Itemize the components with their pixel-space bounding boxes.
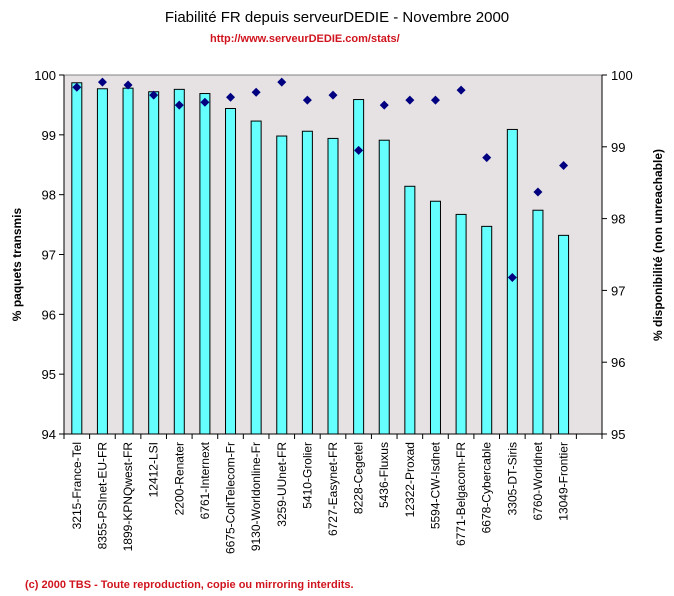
bar-1899-KPNQwest-FR (122, 87, 134, 435)
marker-12412-LSI (149, 90, 159, 100)
bar-5594-CW-Isdnet (429, 200, 441, 435)
marker-6678-Cybercable (482, 153, 492, 163)
marker-series (72, 77, 569, 282)
y2-tick-label: 99 (611, 140, 625, 155)
marker-5410-Grolier (302, 95, 312, 105)
marker-6727-Easynet-FR (328, 90, 338, 100)
bar-3259-UUnet-FR (276, 135, 288, 435)
marker-1899-KPNQwest-FR (123, 80, 133, 90)
marker-8228-Cegetel (354, 145, 364, 155)
marker-6761-Internext (200, 97, 210, 107)
marker-3259-UUnet-FR (277, 77, 287, 87)
axes (59, 74, 607, 439)
x-tick-label: 2200-Renater (172, 442, 186, 515)
bar-12322-Proxad (404, 185, 416, 435)
x-tick-label: 6771-Belgacom-FR (454, 442, 468, 546)
marker-5436-Fluxus (379, 100, 389, 110)
copyright-footer: (c) 2000 TBS - Toute reproduction, copie… (25, 579, 354, 591)
labels: 94 95 96 97 98 99 100 95 96 97 98 99 100 3215-France-… (34, 68, 632, 554)
y-tick-label: 94 (42, 427, 56, 442)
x-tick-label: 3215-France-Tel (70, 442, 84, 529)
bar-6727-Easynet-FR (327, 137, 339, 435)
y2-tick-label: 98 (611, 212, 625, 227)
y2-axis-title: % disponibilité (non unreachable) (651, 149, 665, 341)
y-tick-label: 99 (42, 128, 56, 143)
x-tick-label: 6675-ColtTelecom-Fr (224, 442, 238, 554)
x-tick-label: 13049-Frontier (557, 442, 571, 521)
chart-subtitle-link[interactable]: http://www.serveurDEDIE.com/stats/ (210, 33, 400, 45)
x-tick-label: 3305-DT-Siris (505, 442, 519, 515)
marker-6760-Worldnet (533, 187, 543, 197)
x-tick-label: 12322-Proxad (403, 442, 417, 517)
x-tick-label: 6727-Easynet-FR (326, 442, 340, 536)
y2-tick-label: 96 (611, 355, 625, 370)
marker-2200-Renater (174, 100, 184, 110)
bar-5410-Grolier (301, 130, 313, 435)
x-tick-label: 5436-Fluxus (377, 442, 391, 508)
y-axis-title: % paquets transmis (10, 207, 24, 321)
bar-6761-Internext (199, 93, 211, 435)
bar-6678-Cybercable (481, 225, 493, 435)
x-tick-label: 6678-Cybercable (480, 442, 494, 534)
chart-title: Fiabilité FR depuis serveurDEDIE - Novem… (164, 9, 510, 26)
bar-3215-France-Tel (71, 82, 83, 435)
bar-2200-Renater (173, 88, 185, 435)
x-tick-label: 8228-Cegetel (352, 442, 366, 514)
x-tick-label: 12412-LSI (147, 442, 161, 497)
marker-3215-France-Tel (72, 82, 82, 92)
marker-6675-ColtTelecom-Fr (226, 92, 236, 102)
x-tick-label: 5594-CW-Isdnet (428, 441, 442, 529)
x-tick-label: 6761-Internext (198, 441, 212, 519)
bar-13049-Frontier (558, 234, 570, 435)
marker-12322-Proxad (405, 95, 415, 105)
marker-13049-Frontier (559, 160, 569, 170)
bar-12412-LSI (148, 91, 160, 435)
y2-tick-label: 95 (611, 427, 625, 442)
x-tick-label: 3259-UUnet-FR (275, 442, 289, 527)
y-tick-label: 95 (42, 367, 56, 382)
x-tick-label: 1899-KPNQwest-FR (121, 442, 135, 552)
x-tick-label: 9130-Worldonline-Fr (249, 442, 263, 551)
y-tick-label: 98 (42, 188, 56, 203)
y2-tick-label: 100 (611, 68, 633, 83)
marker-3305-DT-Siris (507, 272, 517, 282)
bar-5436-Fluxus (378, 139, 390, 435)
x-tick-label: 8355-PSInet-EU-FR (95, 442, 109, 550)
bar-6675-ColtTelecom-Fr (225, 108, 237, 435)
bar-9130-Worldonline-Fr (250, 120, 262, 435)
marker-8355-PSInet-EU-FR (97, 77, 107, 87)
x-tick-label: 6760-Worldnet (531, 441, 545, 520)
marker-9130-Worldonline-Fr (251, 87, 261, 97)
marker-5594-CW-Isdnet (430, 95, 440, 105)
bar-6771-Belgacom-FR (455, 213, 467, 435)
bar-8355-PSInet-EU-FR (96, 88, 108, 435)
y2-tick-label: 97 (611, 283, 625, 298)
bar-6760-Worldnet (532, 209, 544, 435)
y-tick-label: 96 (42, 307, 56, 322)
x-tick-label: 5410-Grolier (300, 442, 314, 509)
y-tick-label: 100 (34, 68, 56, 83)
y-tick-label: 97 (42, 248, 56, 263)
marker-6771-Belgacom-FR (456, 85, 466, 95)
